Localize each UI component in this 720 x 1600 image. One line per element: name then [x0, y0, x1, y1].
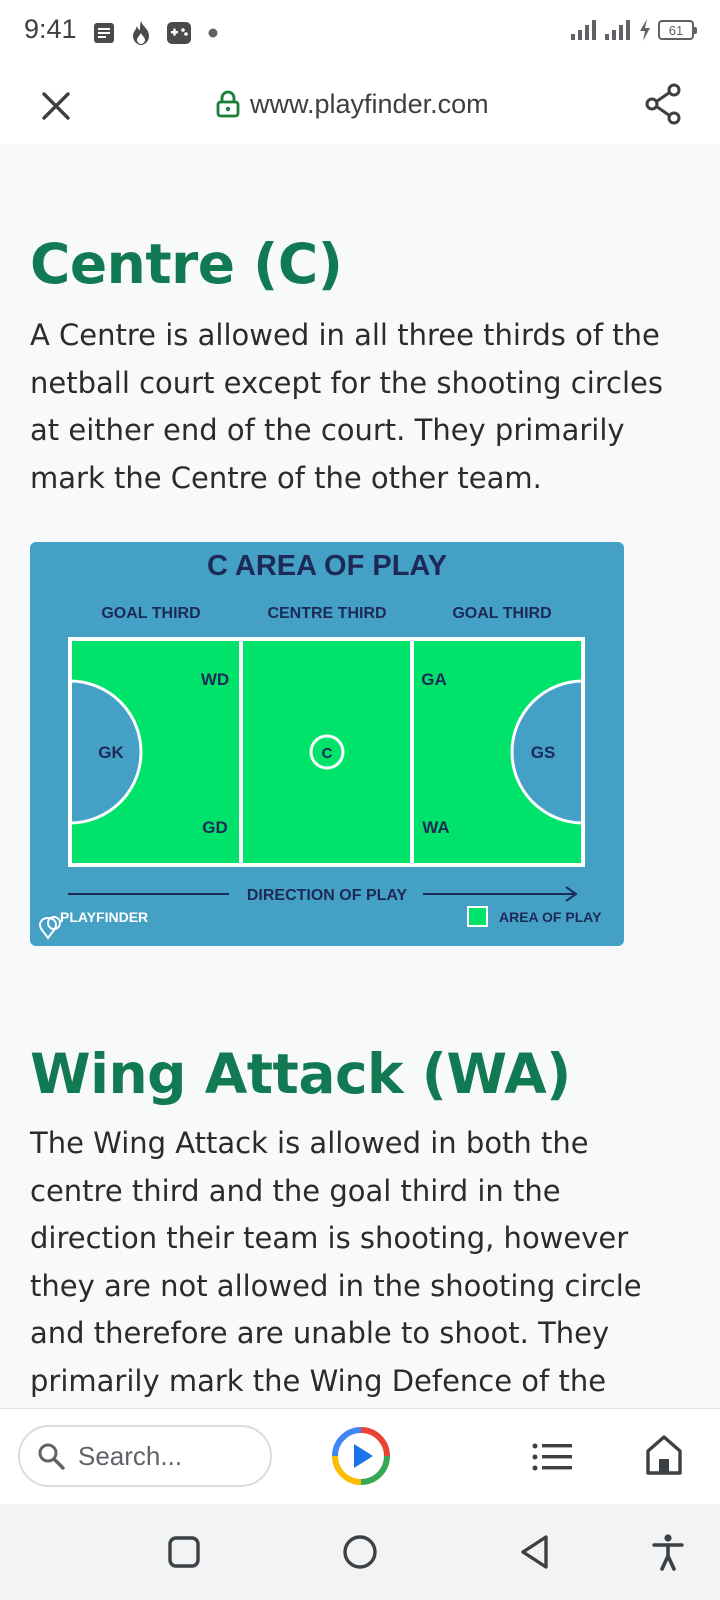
position-label-c: C	[322, 745, 333, 762]
dot-icon	[208, 28, 218, 38]
accessibility-button[interactable]	[648, 1532, 688, 1572]
accessibility-icon	[652, 1534, 684, 1571]
home-icon	[646, 1435, 682, 1475]
section-heading-wing-attack: Wing Attack (WA)	[30, 1042, 571, 1106]
shooting-circle-left	[68, 679, 143, 825]
legend-label: AREA OF PLAY	[499, 909, 602, 925]
battery-icon: 61	[658, 20, 697, 40]
position-label-wa: WA	[422, 818, 449, 837]
section-paragraph-centre: A Centre is allowed in all three thirds …	[30, 312, 700, 502]
play-icon	[332, 1427, 390, 1485]
position-label-gd: GD	[202, 818, 228, 837]
section-heading-centre: Centre (C)	[30, 232, 343, 296]
direction-arrow-icon	[565, 886, 578, 902]
home-nav-button[interactable]	[340, 1532, 380, 1572]
paragraph-line: netball court except for the shooting ci…	[30, 365, 664, 400]
paragraph-line: at either end of the court. They primari…	[30, 413, 625, 447]
bottom-toolbar: Search...	[0, 1408, 720, 1504]
share-icon	[645, 83, 681, 125]
position-label-gk: GK	[98, 743, 124, 762]
legend-swatch	[467, 906, 488, 927]
status-time: 9:41	[24, 14, 77, 44]
search-icon	[38, 1443, 65, 1470]
court-diagram: C AREA OF PLAY GOAL THIRD CENTRE THIRD G…	[30, 542, 624, 946]
close-tab-button[interactable]	[36, 86, 76, 126]
back-triangle-icon	[521, 1535, 548, 1569]
playfinder-logo-icon	[38, 916, 61, 940]
close-icon	[42, 92, 70, 120]
share-button[interactable]	[642, 82, 686, 126]
url-text: www.playfinder.com	[250, 88, 489, 119]
third-label-right: GOAL THIRD	[452, 605, 551, 622]
signal-icon	[605, 20, 630, 40]
recents-button[interactable]	[164, 1532, 204, 1572]
court-outline	[68, 637, 585, 867]
court-svg: C AREA OF PLAY GOAL THIRD CENTRE THIRD G…	[38, 550, 602, 940]
charging-icon	[640, 19, 650, 41]
battery-level: 61	[668, 22, 684, 38]
status-bar: 9:41	[0, 0, 720, 64]
signal-icon	[571, 20, 596, 40]
url-bar: www.playfinder.com	[0, 64, 720, 144]
diagram-title: C AREA OF PLAY	[207, 550, 447, 582]
paragraph-line: mark the Centre of the other team.	[30, 460, 542, 495]
position-label-wd: WD	[201, 670, 229, 689]
paragraph-line: A Centre is allowed in all three thirds …	[30, 318, 660, 352]
status-notification-icons	[92, 20, 220, 46]
back-button[interactable]	[516, 1532, 556, 1572]
position-label-ga: GA	[421, 670, 447, 689]
search-placeholder: Search...	[78, 1440, 183, 1471]
gamepad-icon	[167, 22, 191, 44]
fire-icon	[133, 21, 149, 45]
address-field[interactable]: www.playfinder.com	[216, 84, 489, 124]
shooting-circle-right	[510, 679, 585, 825]
status-system-icons: 61	[570, 18, 697, 42]
tabs-list-button[interactable]	[530, 1437, 574, 1477]
paragraph-line: primarily mark the Wing Defence of the	[30, 1363, 607, 1398]
paragraph-line: and therefore are unable to shoot. They	[30, 1316, 610, 1350]
position-label-gs: GS	[531, 743, 556, 762]
recents-icon	[168, 1536, 200, 1568]
centre-circle	[309, 734, 345, 770]
section-paragraph-wing-attack: The Wing Attack is allowed in both the c…	[30, 1120, 700, 1405]
paragraph-line: direction their team is shooting, howeve…	[30, 1221, 629, 1255]
paragraph-line: The Wing Attack is allowed in both the	[30, 1126, 589, 1160]
brand-label: PLAYFINDER	[60, 909, 148, 925]
play-button[interactable]	[330, 1425, 392, 1487]
search-input[interactable]: Search...	[18, 1425, 272, 1487]
system-navigation-bar	[0, 1504, 720, 1600]
paragraph-line: they are not allowed in the shooting cir…	[30, 1268, 642, 1303]
circle-home-icon	[343, 1535, 377, 1569]
page-content[interactable]: Centre (C) A Centre is allowed in all th…	[0, 144, 720, 1408]
lock-icon	[216, 90, 240, 118]
list-icon	[532, 1443, 572, 1471]
paragraph-line: centre third and the goal third in the	[30, 1173, 561, 1208]
court-centre-third	[241, 639, 412, 865]
third-label-left: GOAL THIRD	[101, 605, 200, 622]
direction-label: DIRECTION OF PLAY	[247, 887, 408, 904]
third-label-centre: CENTRE THIRD	[267, 605, 386, 622]
home-button[interactable]	[644, 1431, 684, 1479]
notes-icon	[94, 23, 114, 43]
